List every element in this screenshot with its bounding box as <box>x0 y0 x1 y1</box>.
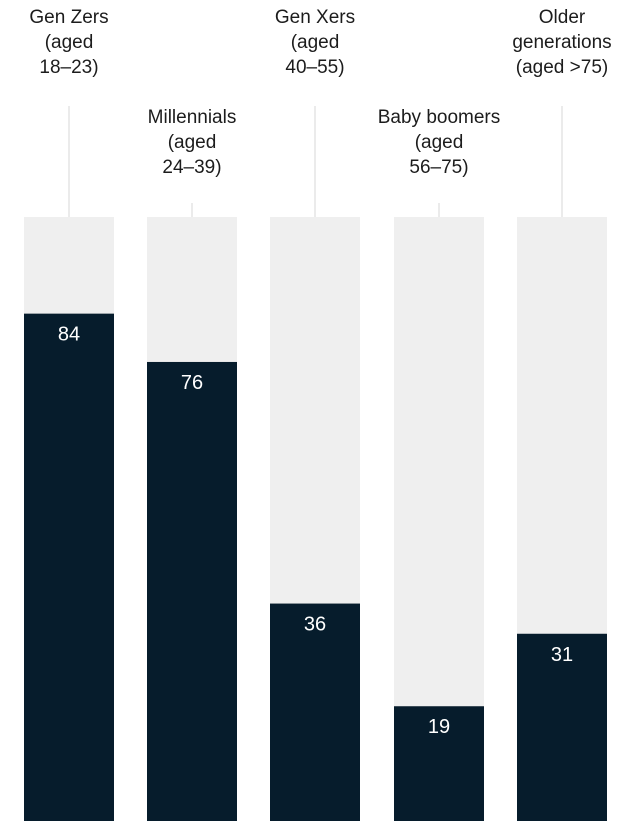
value-label: 76 <box>181 372 203 394</box>
value-bar <box>147 361 237 821</box>
category-label: Baby boomers (aged 56–75) <box>378 107 501 178</box>
value-label: 84 <box>58 324 80 346</box>
value-label: 36 <box>304 614 326 636</box>
category-label: Gen Zers (aged 18–23) <box>29 7 108 78</box>
category-label: Millennials (aged 24–39) <box>148 107 237 178</box>
category-label: Gen Xers (aged 40–55) <box>275 7 355 78</box>
value-bar <box>270 603 360 821</box>
value-label: 19 <box>428 716 450 738</box>
category-label: Older generations (aged >75) <box>512 7 611 78</box>
value-label: 31 <box>551 644 573 666</box>
value-bar <box>24 313 114 821</box>
value-bar <box>394 706 484 821</box>
value-bar <box>517 633 607 821</box>
